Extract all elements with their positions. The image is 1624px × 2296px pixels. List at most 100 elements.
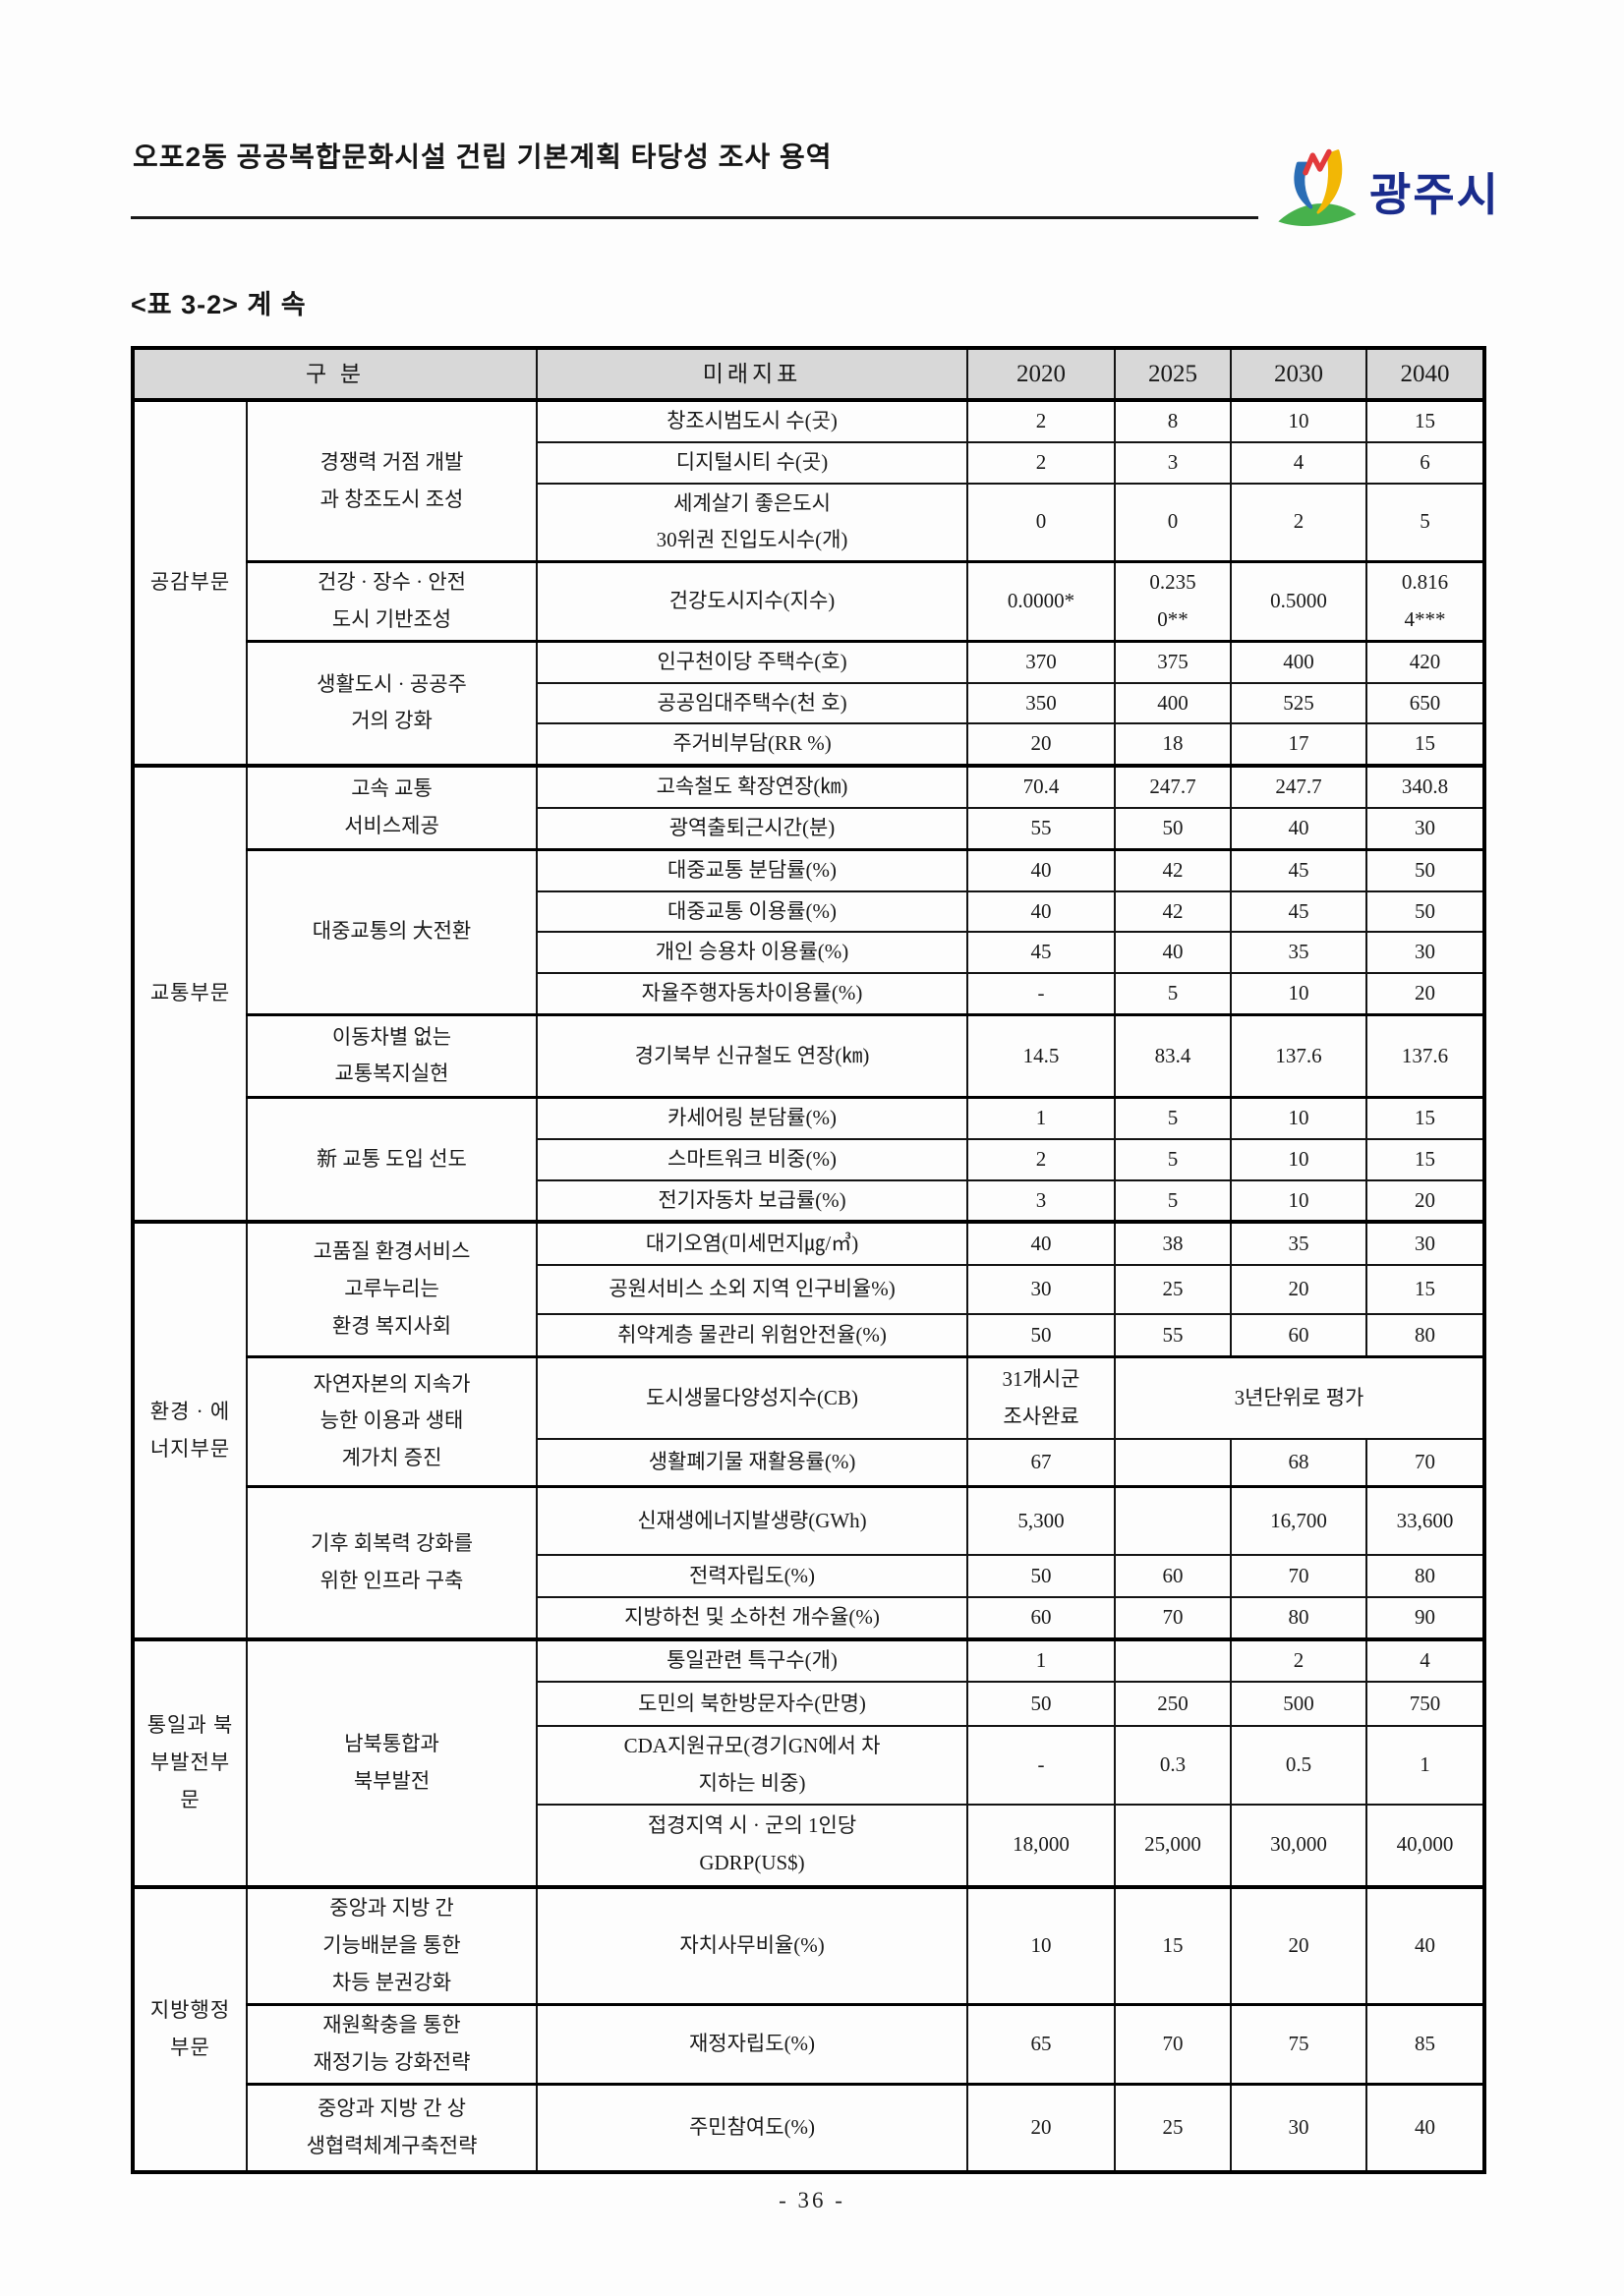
group-cell: 고속 교통 서비스제공 (245, 764, 539, 851)
table-body: 공감부문 경쟁력 거점 개발 과 창조도시 조성 창조시범도시 수(곳) 2 8 10 15… (132, 397, 1486, 2174)
table-row: 공공임대주택수(천 호) 350 400 525 650 (133, 681, 1486, 725)
table-row: 개인 승용차 이용률(%) 45 40 35 30 (133, 931, 1486, 975)
value-cell: 55 (1114, 1313, 1233, 1358)
value-cell: 137.6 (1230, 1012, 1368, 1099)
document-title: 오포2동 공공복합문화시설 건립 기본계획 타당성 조사 용역 (133, 142, 833, 172)
value-cell: 80 (1365, 1313, 1486, 1358)
group-cell: 남북통합과 북부발전 (245, 1637, 539, 1888)
value-cell: 10 (1230, 1137, 1368, 1181)
value-cell: 60 (1230, 1313, 1368, 1358)
table-caption: <표 3-2> 계 속 (131, 290, 307, 319)
group-cell: 생활도시 · 공공주 거의 강화 (245, 639, 539, 768)
value-cell: 1 (966, 1095, 1117, 1140)
value-cell: 0.0000* (966, 560, 1117, 643)
value-cell: 35 (1230, 931, 1368, 975)
table-header: 구 분 미래지표 2020 2025 2030 2040 (131, 347, 1486, 402)
value-cell: 20 (966, 2082, 1117, 2174)
indicator-cell: CDA지원규모(경기GN에서 차 지하는 비중) (536, 1724, 969, 1806)
value-cell: 55 (966, 806, 1117, 851)
value-cell: 10 (1230, 972, 1368, 1016)
value-cell: 15 (1365, 1137, 1486, 1181)
table-row: 기후 회복력 강화를 위한 인프라 구축 신재생에너지발생량(GWh) 5,300 1… (133, 1484, 1486, 1641)
value-cell: 247.7 (1114, 764, 1233, 809)
table-row: 스마트워크 비중(%) 2 5 10 15 (133, 1137, 1486, 1181)
value-cell: 5 (1365, 482, 1486, 563)
group-cell: 이동차별 없는 교통복지실현 (245, 1012, 539, 1099)
value-cell: 2 (966, 1137, 1117, 1181)
value-cell: 2 (1230, 1637, 1368, 1683)
value-cell: 30 (1230, 2082, 1368, 2174)
value-cell: 16,700 (1230, 1484, 1368, 1557)
indicator-cell: 세계살기 좋은도시 30위권 진입도시수(개) (536, 482, 969, 563)
indicator-cell: 자치사무비율(%) (536, 1884, 969, 2006)
indicator-cell: 경기북부 신규철도 연장(㎞) (536, 1012, 969, 1099)
value-cell: 3 (1114, 440, 1233, 485)
value-cell: 50 (966, 1313, 1117, 1358)
table-row: 세계살기 좋은도시 30위권 진입도시수(개) 0 0 2 5 (133, 482, 1486, 563)
table-header-row: 구 분 미래지표 2020 2025 2030 2040 (131, 347, 1486, 402)
table-row: 중앙과 지방 간 상 생협력체계구축전략 주민참여도(%) 20 25 30 40 (133, 2082, 1486, 2174)
value-cell: 31개시군 조사완료 (966, 1354, 1117, 1441)
value-cell: 500 (1230, 1680, 1368, 1727)
value-cell: 3 (966, 1178, 1117, 1224)
value-cell: 50 (1365, 847, 1486, 892)
table-row: 건강 · 장수 · 안전 도시 기반조성 건강도시지수(지수) 0.0000* 0.2… (133, 560, 1486, 643)
value-cell: 80 (1365, 1554, 1486, 1599)
indicator-cell: 건강도시지수(지수) (536, 560, 969, 643)
value-cell: 525 (1230, 681, 1368, 725)
table-row: 교통부문 고속 교통 서비스제공 고속철도 확장연장(㎞) 70.4 247.7 247.… (132, 764, 1486, 1224)
value-cell: 67 (966, 1438, 1117, 1488)
value-cell: 38 (1114, 1220, 1233, 1267)
value-cell: 83.4 (1114, 1012, 1233, 1099)
indicator-cell: 접경지역 시 · 군의 1인당 GDRP(US$) (536, 1803, 969, 1888)
value-cell: 85 (1365, 2003, 1486, 2086)
value-cell: 0.235 0** (1114, 560, 1233, 643)
group-cell: 新 교통 도입 선도 (245, 1095, 539, 1224)
value-cell: 40,000 (1365, 1803, 1486, 1888)
value-cell: 10 (966, 1884, 1117, 2006)
indicator-cell: 카세어링 분담률(%) (536, 1095, 969, 1140)
value-cell (1114, 1637, 1233, 1683)
table-row: 재원확충을 통한 재정기능 강화전략 재정자립도(%) 65 70 75 85 (133, 2003, 1486, 2086)
value-cell: 250 (1114, 1680, 1233, 1727)
table-row: 광역출퇴근시간(분) 55 50 40 30 (133, 806, 1486, 851)
value-cell: 375 (1114, 639, 1233, 684)
page-number: - 36 - (779, 2188, 845, 2212)
value-cell: 40 (1230, 806, 1368, 851)
value-cell: 40 (1114, 931, 1233, 975)
indicator-cell: 주거비부담(RR %) (536, 722, 969, 768)
value-cell: 30 (1365, 931, 1486, 975)
table-row: 전기자동차 보급률(%) 3 5 10 20 (133, 1178, 1486, 1224)
indicator-cell: 디지털시티 수(곳) (536, 440, 969, 485)
logo-text: 광주시 (1369, 169, 1500, 220)
indicator-cell: 스마트워크 비중(%) (536, 1137, 969, 1181)
value-cell: 30 (1365, 806, 1486, 851)
value-cell: 40 (966, 847, 1117, 892)
indicator-cell: 대중교통 분담률(%) (536, 847, 969, 892)
indicator-cell: 대기오염(미세먼지㎍/㎥) (536, 1220, 969, 1267)
indicator-cell: 고속철도 확장연장(㎞) (536, 764, 969, 809)
group-cell: 중앙과 지방 간 상 생협력체계구축전략 (245, 2082, 539, 2174)
value-cell: 0 (966, 482, 1117, 563)
indicator-cell: 대중교통 이용률(%) (536, 890, 969, 934)
indicator-cell: 공원서비스 소외 지역 인구비율%) (536, 1264, 969, 1316)
value-cell: 45 (1230, 890, 1368, 934)
value-cell: 370 (966, 639, 1117, 684)
indicator-cell: 창조시범도시 수(곳) (536, 398, 969, 443)
value-cell: 15 (1365, 398, 1486, 443)
indicator-cell: 인구천이당 주택수(호) (536, 639, 969, 684)
value-cell: 2 (966, 398, 1117, 443)
value-cell: 17 (1230, 722, 1368, 768)
value-cell: 40 (966, 890, 1117, 934)
value-cell: 80 (1230, 1596, 1368, 1641)
section-cell: 환경 · 에 너지부문 (132, 1220, 248, 1641)
indicator-cell: 지방하천 및 소하천 개수율(%) (536, 1596, 969, 1641)
indicator-cell: 취약계층 물관리 위험안전율(%) (536, 1313, 969, 1358)
value-cell: 70 (1114, 2003, 1233, 2086)
section-cell: 공감부문 (132, 397, 248, 768)
group-cell: 중앙과 지방 간 기능배분을 통한 차등 분권강화 (245, 1884, 539, 2006)
value-cell: 20 (1230, 1884, 1368, 2006)
col-header-indicator: 미래지표 (536, 347, 969, 402)
table-row: 자율주행자동차이용률(%) -5 10 20 (133, 972, 1486, 1016)
value-cell: 5 (1114, 1095, 1233, 1140)
